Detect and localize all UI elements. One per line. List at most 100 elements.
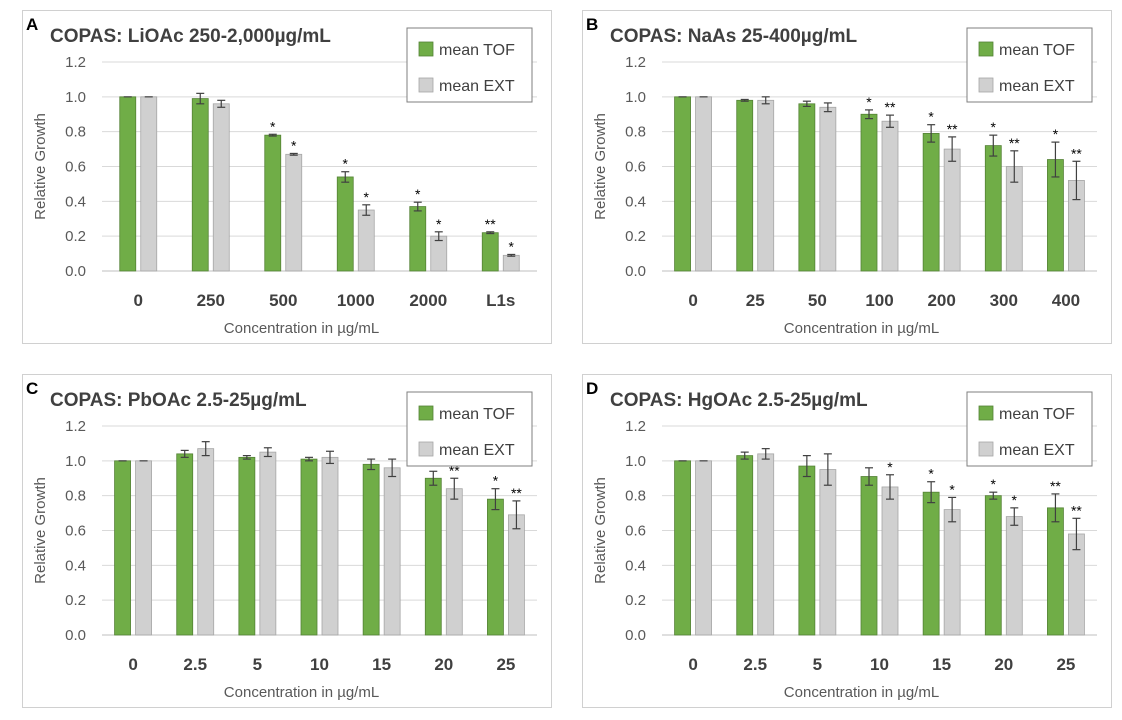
bar-mean-ext xyxy=(1005,516,1023,636)
legend-swatch-tof xyxy=(978,41,994,57)
y-tick-label: 1.0 xyxy=(65,453,86,470)
y-tick-label: 0.0 xyxy=(65,627,86,644)
x-tick-label: 10 xyxy=(310,655,329,674)
bar-mean-ext xyxy=(197,448,215,636)
bar-mean-ext xyxy=(819,106,837,272)
x-axis-label: Concentration in µg/mL xyxy=(784,684,939,701)
chart-svg: C COPAS: PbOAc 2.5-25µg/mL 0.0 0.2 0.4 0.6 0.8… xyxy=(22,374,552,708)
y-tick-label: 1.2 xyxy=(625,418,646,435)
significance-mark: * xyxy=(928,466,934,482)
y-tick-label: 0.2 xyxy=(625,592,646,609)
y-tick-label: 0.0 xyxy=(625,627,646,644)
significance-mark: * xyxy=(949,481,955,497)
y-tick-label: 0.0 xyxy=(65,263,86,280)
bar-mean-tof xyxy=(191,98,209,272)
legend-swatch-ext xyxy=(978,441,994,457)
chart-panel-b: B COPAS: NaAs 25-400µg/mL 0.0 0.2 0.4 0.6 0.8 1… xyxy=(582,10,1112,344)
bar-mean-tof xyxy=(674,96,691,272)
y-tick-label: 0.4 xyxy=(65,557,86,574)
bar-mean-tof xyxy=(481,232,499,272)
x-tick-label: 500 xyxy=(269,291,297,310)
bar-mean-tof xyxy=(487,498,504,636)
x-tick-label: 5 xyxy=(253,655,262,674)
bar-mean-ext xyxy=(943,148,961,272)
x-tick-label: 2.5 xyxy=(183,655,207,674)
chart-svg: A COPAS: LiOAc 250-2,000µg/mL 0.0 0.2 0.4 0.6… xyxy=(22,10,552,344)
bar-mean-ext xyxy=(212,103,230,272)
legend-label: mean TOF xyxy=(999,406,1075,423)
bar-mean-ext xyxy=(445,488,463,636)
legend-swatch-ext xyxy=(418,441,434,457)
bar-mean-tof xyxy=(798,103,816,272)
legend-swatch-ext xyxy=(978,77,994,93)
significance-mark: * xyxy=(270,118,276,134)
y-tick-label: 0.4 xyxy=(625,193,646,210)
bar-mean-ext xyxy=(259,451,277,636)
bar-mean-ext xyxy=(321,456,339,636)
significance-mark: ** xyxy=(885,99,896,115)
x-tick-label: 200 xyxy=(927,291,955,310)
bar-mean-ext xyxy=(357,209,375,272)
x-tick-label: 1000 xyxy=(337,291,375,310)
significance-mark: * xyxy=(291,137,297,153)
y-axis-label: Relative Growth xyxy=(592,113,609,220)
bar-mean-ext xyxy=(135,460,152,636)
significance-mark: * xyxy=(1053,126,1059,142)
significance-mark: * xyxy=(415,186,421,202)
bar-mean-ext xyxy=(695,460,712,636)
legend-box xyxy=(406,27,533,103)
bar-mean-tof xyxy=(176,453,194,636)
legend-label: mean EXT xyxy=(999,442,1075,459)
bar-mean-tof xyxy=(362,463,380,636)
bar-mean-ext xyxy=(943,509,961,636)
bar-mean-ext xyxy=(502,254,520,272)
x-axis-label: Concentration in µg/mL xyxy=(224,684,379,701)
bar-mean-ext xyxy=(430,235,448,272)
bar-mean-tof xyxy=(860,113,878,272)
significance-mark: * xyxy=(991,119,997,135)
significance-mark: * xyxy=(493,473,499,489)
significance-mark: * xyxy=(887,459,893,475)
bar-mean-ext xyxy=(140,96,158,272)
significance-mark: ** xyxy=(1050,478,1061,494)
bar-mean-ext xyxy=(757,453,775,636)
significance-mark: * xyxy=(866,94,872,110)
bar-mean-tof xyxy=(860,476,878,636)
legend-label: mean TOF xyxy=(439,42,515,59)
significance-mark: * xyxy=(436,216,442,232)
x-tick-label: 250 xyxy=(197,291,225,310)
bar-mean-tof xyxy=(409,206,427,272)
y-axis-label: Relative Growth xyxy=(592,477,609,584)
significance-mark: * xyxy=(991,476,997,492)
chart-title: COPAS: PbOAc 2.5-25µg/mL xyxy=(50,390,307,411)
bar-mean-tof xyxy=(119,96,137,272)
y-tick-label: 0.2 xyxy=(625,228,646,245)
panel-letter: A xyxy=(26,15,38,34)
bar-mean-tof xyxy=(922,491,940,636)
bar-mean-tof xyxy=(264,134,282,272)
y-axis-label: Relative Growth xyxy=(32,113,49,220)
significance-mark: * xyxy=(928,109,934,125)
y-tick-label: 0.2 xyxy=(65,228,86,245)
chart-panel-a: A COPAS: LiOAc 250-2,000µg/mL 0.0 0.2 0.4 0.6… xyxy=(22,10,552,344)
legend-swatch-tof xyxy=(418,405,434,421)
bar-mean-tof xyxy=(674,460,691,636)
significance-mark: ** xyxy=(485,216,496,232)
legend-label: mean TOF xyxy=(439,406,515,423)
x-tick-label: 2000 xyxy=(409,291,447,310)
bar-mean-tof xyxy=(736,99,754,272)
panel-letter: D xyxy=(586,379,598,398)
bar-mean-tof xyxy=(984,495,1002,636)
legend-label: mean TOF xyxy=(999,42,1075,59)
bar-mean-tof xyxy=(238,456,256,636)
x-tick-label: 0 xyxy=(688,291,697,310)
panel-letter: C xyxy=(26,379,38,398)
significance-mark: * xyxy=(509,238,515,254)
panel-letter: B xyxy=(586,15,598,34)
significance-mark: ** xyxy=(449,462,460,478)
y-tick-label: 0.6 xyxy=(625,159,646,176)
x-axis-label: Concentration in µg/mL xyxy=(784,320,939,337)
x-tick-label: 100 xyxy=(865,291,893,310)
x-tick-label: 20 xyxy=(994,655,1013,674)
y-tick-label: 0.8 xyxy=(65,488,86,505)
